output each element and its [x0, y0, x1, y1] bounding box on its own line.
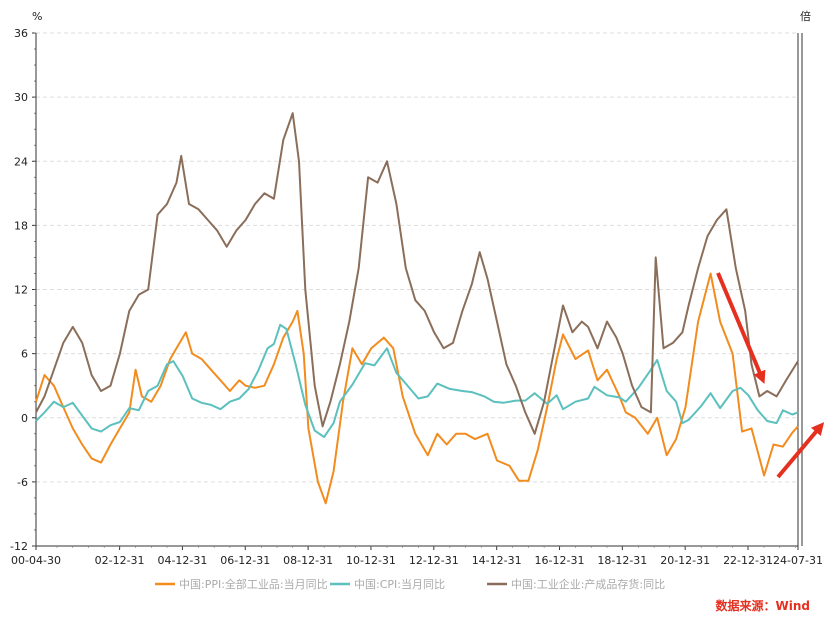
annotations	[716, 272, 825, 479]
up-trend-arrow	[776, 422, 825, 479]
legend: 中国:PPI:全部工业品:当月同比 中国:CPI:当月同比 中国:工业企业:产成品存…	[155, 577, 665, 591]
y-tick-label: 0	[21, 412, 28, 425]
x-tick-label: 04-12-31	[157, 554, 207, 567]
y-tick-label: 12	[14, 284, 28, 297]
x-tick-label: 06-12-31	[220, 554, 270, 567]
series-line-1	[35, 272, 799, 505]
series-lines	[35, 112, 799, 505]
gridlines	[36, 32, 798, 483]
legend-label: 中国:PPI:全部工业品:当月同比	[179, 577, 328, 591]
down-trend-arrow	[716, 272, 766, 384]
legend-label: 中国:CPI:当月同比	[354, 577, 445, 591]
x-tick-label: 24-07-31	[773, 554, 823, 567]
x-tick-label: 12-12-31	[409, 554, 459, 567]
x-tick-label: 16-12-31	[535, 554, 585, 567]
x-tick-label: 02-12-31	[95, 554, 145, 567]
source-label: 数据来源：Wind	[716, 598, 810, 613]
y-tick-label: 24	[14, 155, 28, 168]
x-tick-label: 14-12-31	[472, 554, 522, 567]
y-tick-label: 6	[21, 348, 28, 361]
x-tick-label: 22-12-31	[723, 554, 773, 567]
axes: % 倍 -12 -6 0 6 12 18 24 30 36 00-04-30 02-12-31 04-…	[10, 9, 823, 567]
y-tick-label: 30	[14, 91, 28, 104]
x-tick-label: 20-12-31	[660, 554, 710, 567]
y-tick-label: 36	[14, 27, 28, 40]
series-line-2	[35, 323, 799, 438]
x-tick-label: 10-12-31	[346, 554, 396, 567]
y-tick-label: -6	[17, 476, 28, 489]
x-tick-label: 00-04-30	[11, 554, 61, 567]
right-axis-unit-label: 倍	[800, 9, 811, 23]
x-tick-label: 08-12-31	[283, 554, 333, 567]
left-axis-unit-label: %	[32, 10, 42, 23]
y-tick-label: -12	[10, 540, 28, 553]
series-line-3	[35, 112, 799, 435]
x-tick-label: 18-12-31	[597, 554, 647, 567]
y-tick-label: 18	[14, 219, 28, 232]
legend-label: 中国:工业企业:产成品存货:同比	[511, 577, 665, 591]
